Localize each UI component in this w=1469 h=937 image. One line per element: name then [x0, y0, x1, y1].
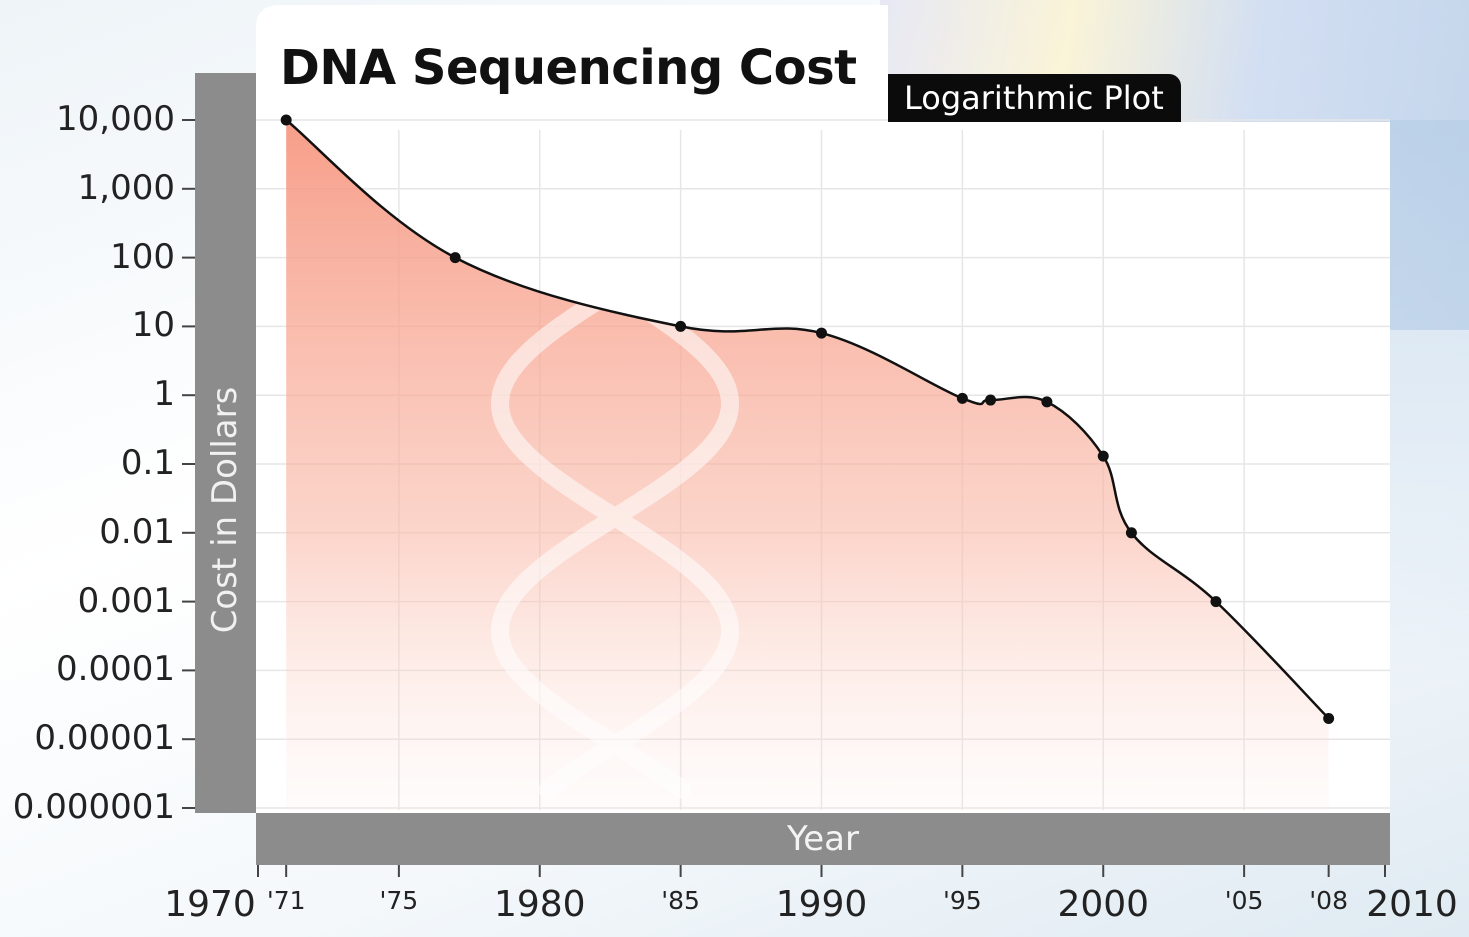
x-tick-label-minor: '05 — [1224, 886, 1264, 915]
y-tick-label: 100 — [110, 236, 175, 277]
data-point-0 — [280, 114, 292, 126]
y-tick-label: 0.00001 — [34, 718, 175, 759]
series-line — [285, 119, 1330, 720]
data-point-6 — [1041, 396, 1053, 408]
x-tick-label-minor: '08 — [1309, 886, 1348, 915]
data-point-5 — [985, 394, 997, 406]
y-tick-label: 10 — [131, 305, 175, 346]
y-tick-label: 0.001 — [77, 580, 175, 621]
x-axis-band — [256, 813, 1390, 865]
x-tick-label-major: 1980 — [493, 884, 586, 925]
helix-strand-1 — [491, 281, 739, 799]
data-point-1 — [449, 252, 461, 264]
x-tick-label-major: 2010 — [1366, 884, 1458, 925]
data-point-9 — [1210, 596, 1222, 608]
x-tick-label-major: 2000 — [1057, 884, 1150, 925]
x-tick-label-major: 1970 — [164, 884, 256, 925]
data-point-4 — [956, 392, 968, 404]
x-tick-label-major: 1990 — [775, 884, 868, 925]
y-tick-label: 0.000001 — [12, 787, 175, 827]
chart-subtitle: Logarithmic Plot — [888, 74, 1181, 122]
axis-ticks — [182, 119, 1386, 877]
area-fill — [286, 120, 1329, 810]
x-tick-label-minor: '95 — [943, 886, 982, 915]
background-decoration — [1390, 120, 1469, 680]
data-point-7 — [1097, 450, 1109, 462]
y-axis-band — [195, 73, 256, 813]
data-point-3 — [816, 327, 827, 339]
x-tick-label-minor: '75 — [379, 886, 419, 915]
y-tick-label: 0.01 — [99, 511, 175, 552]
data-point-2 — [675, 320, 687, 332]
dna-helix-decoration — [491, 281, 739, 799]
x-axis-label: Year — [787, 819, 859, 859]
series-points — [280, 114, 1335, 724]
y-tick-label: 0.0001 — [56, 649, 175, 690]
y-tick-label: 1,000 — [77, 167, 175, 208]
x-tick-label-minor: '85 — [661, 886, 700, 915]
y-tick-label: 10,000 — [56, 99, 175, 139]
data-point-8 — [1125, 527, 1137, 539]
y-tick-labels: 10,000 1,000 100 10 1 0.1 0.01 0.001 0.0001 0.000… — [0, 0, 175, 937]
helix-strand-0 — [491, 281, 739, 799]
y-tick-label: 1 — [153, 374, 175, 415]
y-tick-label: 0.1 — [120, 443, 175, 483]
data-point-10 — [1323, 712, 1335, 724]
x-tick-label-minor: '71 — [266, 886, 306, 915]
chart-title: DNA Sequencing Cost — [280, 40, 857, 96]
